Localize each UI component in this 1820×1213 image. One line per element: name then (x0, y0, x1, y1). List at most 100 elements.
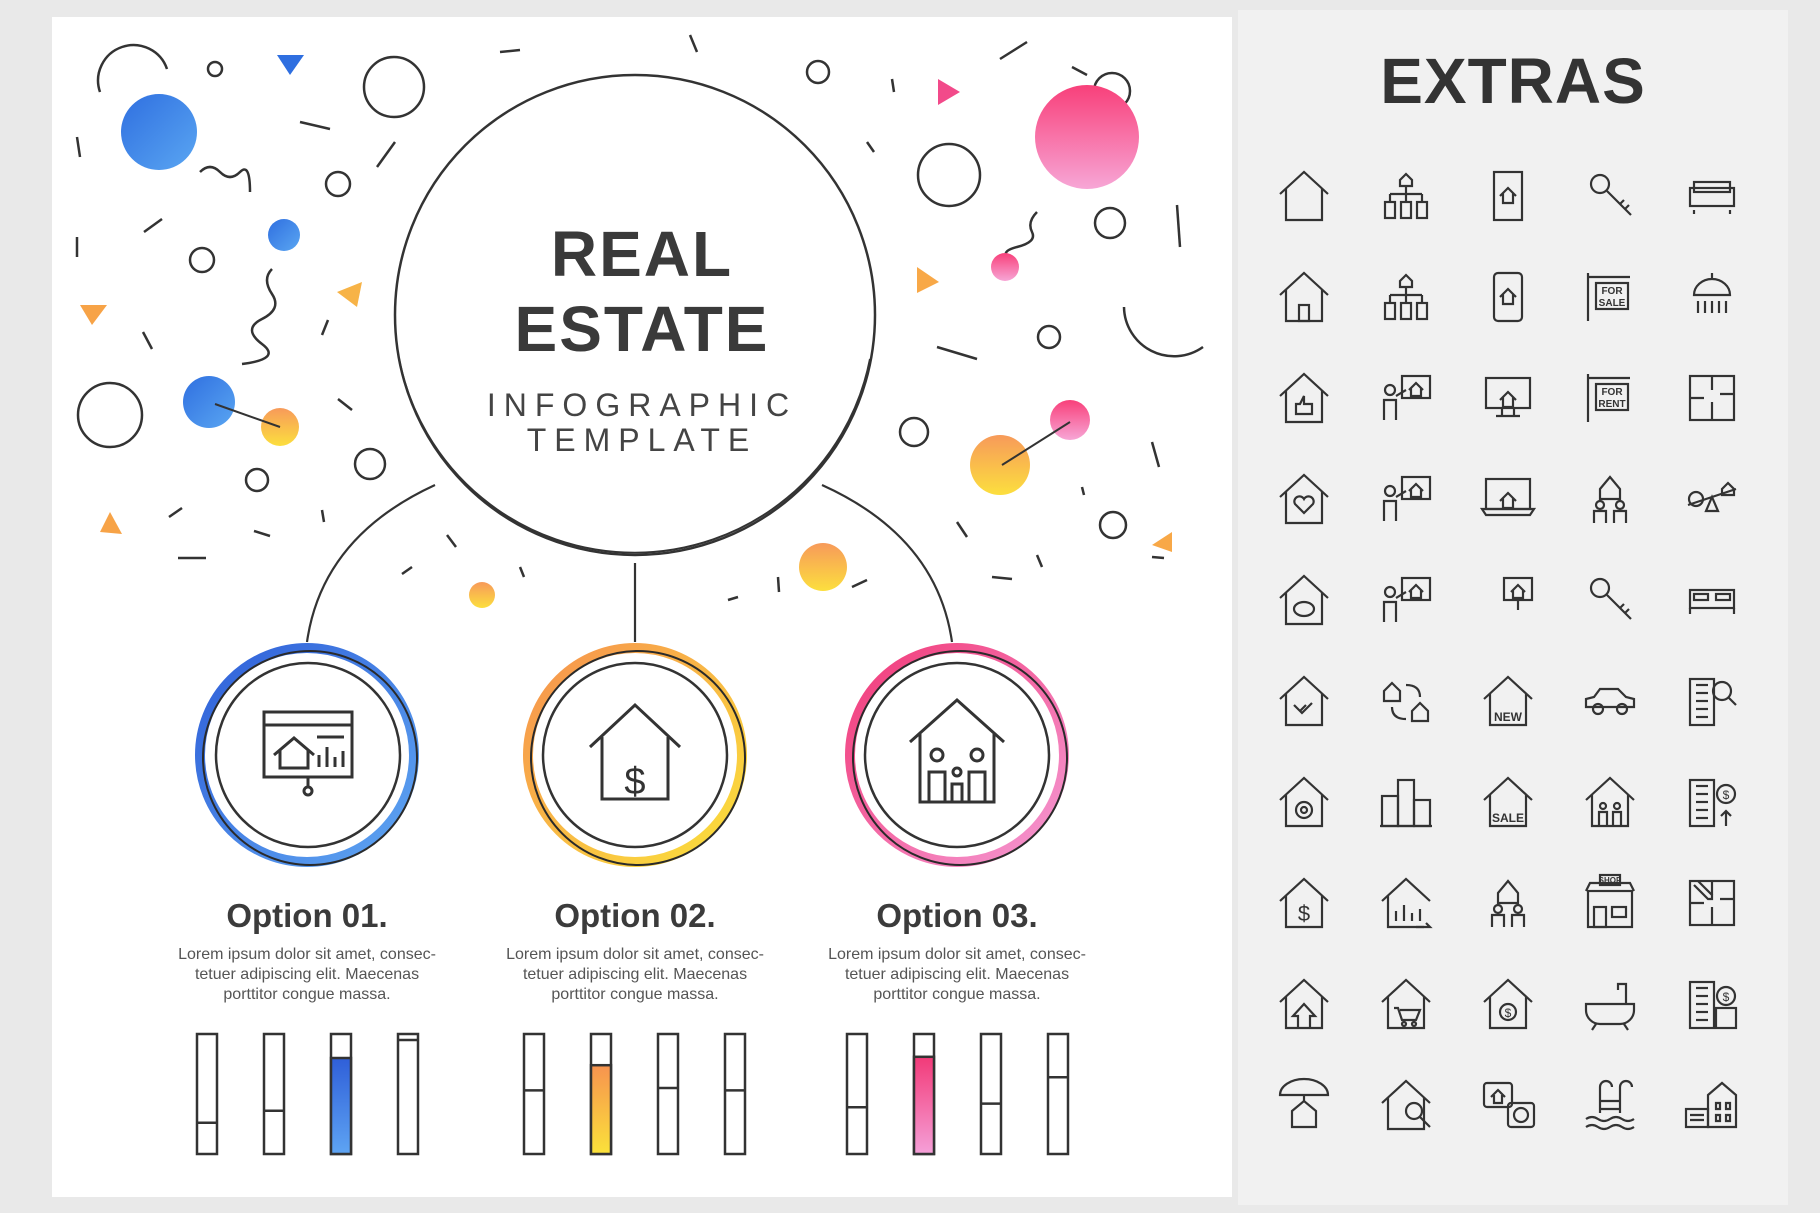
house-outline-icon (1279, 170, 1329, 222)
house-hierarchy-icon (1383, 172, 1429, 220)
seesaw-money-house-icon (1687, 481, 1737, 513)
option-3-bar-1 (845, 1032, 869, 1156)
house-cart-icon (1381, 978, 1431, 1030)
svg-text:$: $ (1505, 1006, 1512, 1020)
monitor-house-icon (1484, 376, 1532, 418)
option-2-text: Lorem ipsum dolor sit amet, consec- tetu… (475, 945, 795, 1005)
svg-text:$: $ (1723, 788, 1730, 802)
svg-text:SHOP: SHOP (1599, 876, 1622, 885)
laptop-house-icon (1479, 477, 1537, 517)
building-money-growth-icon: $ (1688, 778, 1737, 828)
car-icon (1584, 687, 1636, 716)
option-1-bar-2 (262, 1032, 286, 1156)
option-bars (195, 1032, 1070, 1156)
svg-text:SALE: SALE (1599, 298, 1626, 309)
option-1: Option 01. Lorem ipsum dolor sit amet, c… (147, 897, 467, 1005)
subtitle-line-1: INFOGRAPHIC (486, 387, 798, 423)
option-2-bar-1 (522, 1032, 546, 1156)
house-sale-icon: SALE (1483, 776, 1533, 828)
infographic-panel: $ REAL ESTATE INFOGRAPHIC TEMPLATE Optio… (52, 17, 1232, 1197)
sofa-icon (1688, 180, 1736, 214)
building-coin-icon: $ (1688, 980, 1738, 1030)
bathtub-icon (1584, 982, 1636, 1031)
house-exchange-icon (1382, 681, 1430, 723)
option-2-bar-3 (656, 1032, 680, 1156)
option-3-ring (845, 643, 1069, 867)
option-3-bar-4 (1046, 1032, 1070, 1156)
house-handshake-icon (1279, 675, 1329, 727)
floor-plan-pencil-icon (1688, 879, 1736, 927)
option-2-text-line: porttitor congue massa. (551, 986, 719, 1003)
svg-text:NEW: NEW (1494, 710, 1523, 724)
mobile-house-icon (1492, 271, 1524, 323)
house-dollar-icon: $ (588, 702, 682, 803)
option-3-title: Option 03. (876, 897, 1038, 934)
option-1-text-line: Lorem ipsum dolor sit amet, consec- (178, 946, 436, 963)
house-piggy-bank-icon (1279, 574, 1329, 626)
house-heart-icon (1279, 473, 1329, 525)
house-garage-icon (1684, 1081, 1738, 1129)
shop-icon: SHOP (1585, 873, 1635, 929)
svg-text:SALE: SALE (1492, 811, 1524, 825)
option-2-bar-4 (723, 1032, 747, 1156)
option-1-text: Lorem ipsum dolor sit amet, consec- tetu… (147, 945, 467, 1005)
svg-text:$: $ (624, 761, 645, 803)
option-3-bar-2 (912, 1032, 936, 1156)
house-family-icon (909, 697, 1005, 804)
option-3-text-line: Lorem ipsum dolor sit amet, consec- (828, 946, 1086, 963)
house-family-icon (1585, 776, 1635, 828)
house-thumbs-up-icon (1279, 372, 1329, 424)
agent-presentation-icon (1382, 374, 1432, 420)
option-1-bar-4 (396, 1032, 420, 1156)
building-search-icon (1688, 677, 1737, 727)
bed-icon (1688, 588, 1736, 614)
option-3: Option 03. Lorem ipsum dolor sit amet, c… (797, 897, 1117, 1005)
option-2-title: Option 02. (554, 897, 716, 934)
house-new-icon: NEW (1483, 675, 1533, 727)
option-3-bar-3 (979, 1032, 1003, 1156)
svg-text:RENT: RENT (1598, 399, 1625, 410)
pool-ladder-icon (1585, 1079, 1635, 1131)
title-line-1: REAL (550, 218, 734, 290)
house-arrow-icon (1279, 978, 1329, 1030)
audience-presentation-icon (1382, 576, 1432, 622)
organization-houses-icon (1383, 273, 1429, 321)
house-door-icon (1279, 271, 1329, 323)
projector-house-icon (1502, 576, 1534, 610)
svg-text:FOR: FOR (1601, 286, 1623, 297)
option-3-text: Lorem ipsum dolor sit amet, consec- tetu… (797, 945, 1117, 1005)
house-dollar-icon: $ (1279, 877, 1329, 929)
floor-plan-icon (1688, 374, 1736, 422)
key-house-icon (1589, 577, 1632, 620)
presentation-house-chart-icon (262, 710, 354, 797)
option-1-bar-3 (329, 1032, 353, 1156)
option-2-text-line: tetuer adipiscing elit. Maecenas (522, 966, 748, 983)
option-1-text-line: tetuer adipiscing elit. Maecenas (194, 966, 420, 983)
option-2: Option 02. Lorem ipsum dolor sit amet, c… (475, 897, 795, 1005)
house-chart-icon (1381, 877, 1433, 929)
umbrella-house-icon (1278, 1077, 1330, 1129)
svg-text:$: $ (1723, 990, 1730, 1004)
option-1-bar-1 (195, 1032, 219, 1156)
option-3-text-line: tetuer adipiscing elit. Maecenas (844, 966, 1070, 983)
shower-icon (1692, 273, 1732, 313)
agent-board-icon (1382, 475, 1432, 521)
option-2-text-line: Lorem ipsum dolor sit amet, consec- (506, 946, 764, 963)
option-2-bar-2 (589, 1032, 613, 1156)
chat-house-money-icon (1482, 1081, 1536, 1129)
decorations: $ (75, 34, 1204, 1156)
house-coin-icon: $ (1483, 978, 1533, 1030)
city-buildings-icon (1380, 778, 1432, 828)
option-1-text-line: porttitor congue massa. (223, 986, 391, 1003)
option-1-title: Option 01. (226, 897, 388, 934)
svg-text:FOR: FOR (1601, 387, 1623, 398)
subtitle-line-2: TEMPLATE (526, 422, 758, 458)
key-icon (1589, 173, 1632, 216)
house-magnifier-icon (1381, 1079, 1431, 1131)
option-3-text-line: porttitor congue massa. (873, 986, 1041, 1003)
couple-house-icon (1592, 475, 1628, 523)
option-2-ring (523, 643, 747, 867)
